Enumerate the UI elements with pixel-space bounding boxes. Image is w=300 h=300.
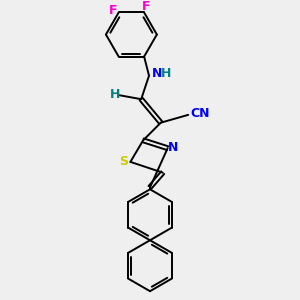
Text: F: F	[142, 0, 150, 13]
Text: N: N	[152, 67, 162, 80]
Text: S: S	[119, 155, 128, 168]
Text: H: H	[110, 88, 120, 101]
Text: F: F	[109, 4, 117, 17]
Text: N: N	[168, 141, 179, 154]
Text: CN: CN	[190, 107, 210, 120]
Text: H: H	[161, 67, 171, 80]
